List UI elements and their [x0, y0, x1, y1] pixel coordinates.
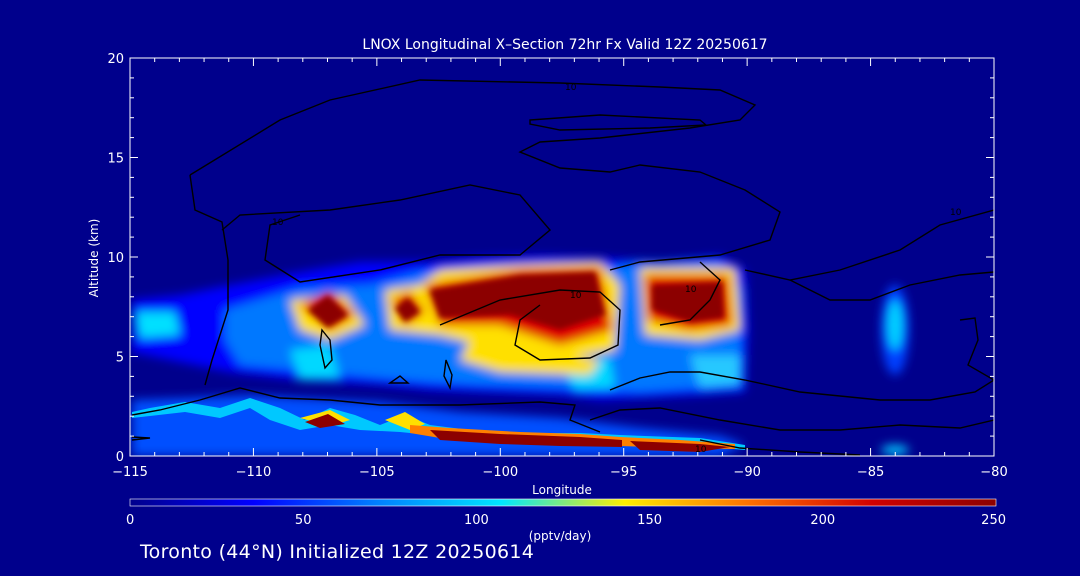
x-tick-label: −110 [236, 465, 272, 480]
init-info-footer: Toronto (44°N) Initialized 12Z 20250614 [140, 541, 535, 563]
x-tick-label: −105 [359, 465, 395, 480]
heatmap-field [132, 256, 909, 456]
colorbar-label: (pptv/day) [529, 529, 592, 543]
contour-label: 10 [950, 208, 962, 218]
contour-label: 10 [272, 218, 284, 228]
y-tick-label: 15 [107, 152, 124, 167]
y-tick-label: 10 [107, 251, 124, 266]
x-tick-label: −90 [733, 465, 760, 480]
x-tick-label: −115 [112, 465, 148, 480]
colorbar-tick-label: 250 [981, 513, 1006, 528]
colorbar-tick-label: 50 [295, 513, 312, 528]
colorbar-tick-label: 150 [637, 513, 662, 528]
x-axis-label: Longitude [532, 483, 592, 497]
chart-title: LNOX Longitudinal X–Section 72hr Fx Vali… [362, 37, 767, 53]
y-tick-label: 5 [116, 351, 124, 366]
y-tick-label: 20 [107, 52, 124, 67]
x-tick-label: −85 [857, 465, 884, 480]
x-tick-label: −95 [610, 465, 637, 480]
contour-label: 10 [570, 291, 582, 301]
x-axis-ticks: −115 −110 −105 −100 −95 −90 −85 −80 [112, 58, 1008, 480]
contour-label: 10 [685, 285, 697, 295]
colorbar-tick-label: 100 [464, 513, 489, 528]
contour-label: 10 [565, 83, 577, 93]
contour-lines [131, 79, 994, 456]
colorbar [129, 498, 997, 507]
y-tick-label: 0 [116, 450, 124, 465]
colorbar-ticks: 0 50 100 150 200 250 [126, 513, 1006, 528]
contour-label-group: 10 10 10 10 10 10 [272, 83, 962, 455]
x-tick-label: −80 [980, 465, 1007, 480]
x-tick-label: −100 [482, 465, 518, 480]
colorbar-tick-label: 200 [810, 513, 835, 528]
colorbar-tick-label: 0 [126, 513, 134, 528]
contour-label: 10 [695, 445, 707, 455]
y-axis-label: Altitude (km) [87, 219, 101, 298]
y-axis-ticks: 0 5 10 15 20 [107, 52, 994, 465]
